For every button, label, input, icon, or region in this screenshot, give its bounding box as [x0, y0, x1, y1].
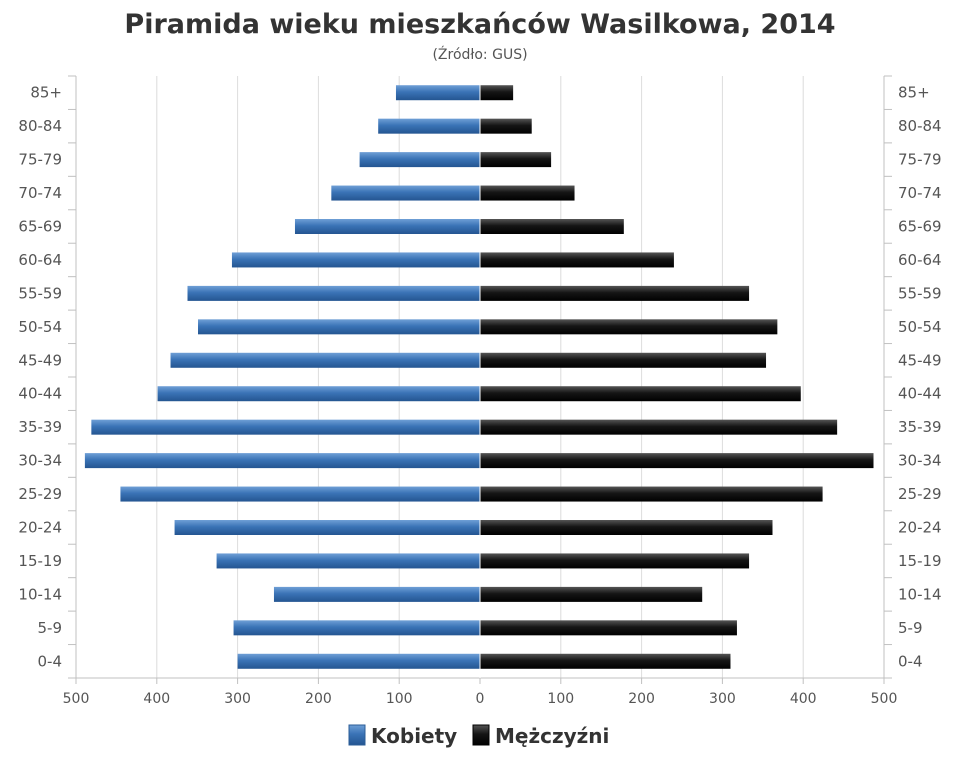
bar-mezczyzni-50-54[interactable]	[480, 319, 778, 335]
x-tick-label: 300	[224, 691, 251, 707]
y-label-left: 70-74	[18, 184, 62, 202]
y-label-left: 35-39	[18, 418, 62, 436]
y-label-left: 25-29	[18, 485, 62, 503]
bar-mezczyzni-85+[interactable]	[480, 85, 514, 101]
y-label-right: 30-34	[898, 452, 942, 470]
y-label-right: 85+	[898, 84, 930, 102]
x-tick-label: 500	[63, 691, 90, 707]
bar-mezczyzni-75-79[interactable]	[480, 152, 552, 168]
bar-kobiety-35-39[interactable]	[91, 419, 481, 435]
x-tick-label: 500	[871, 691, 898, 707]
y-label-left: 45-49	[18, 351, 62, 369]
y-label-right: 70-74	[898, 184, 942, 202]
bar-kobiety-45-49[interactable]	[170, 352, 480, 368]
bar-mezczyzni-55-59[interactable]	[480, 285, 750, 301]
y-label-right: 75-79	[898, 151, 942, 169]
y-label-right: 5-9	[898, 619, 923, 637]
y-label-right: 15-19	[898, 552, 942, 570]
y-label-right: 65-69	[898, 218, 942, 236]
bar-kobiety-60-64[interactable]	[231, 252, 480, 268]
y-label-right: 0-4	[898, 652, 923, 670]
legend-item-mezczyzni[interactable]: Mężczyźni	[472, 724, 609, 748]
legend-item-kobiety[interactable]: Kobiety	[348, 724, 457, 748]
bar-mezczyzni-60-64[interactable]	[480, 252, 674, 268]
x-tick-label: 400	[790, 691, 817, 707]
bar-kobiety-10-14[interactable]	[273, 586, 480, 602]
y-label-left: 40-44	[18, 385, 62, 403]
x-tick-label: 200	[305, 691, 332, 707]
bar-kobiety-85+[interactable]	[395, 85, 480, 101]
category-labels: 85+ 85+ 80-84 80-84 75-79 75-79 70-74 70-74 65-6…	[18, 84, 941, 671]
bar-kobiety-65-69[interactable]	[294, 219, 480, 234]
bar-mezczyzni-80-84[interactable]	[480, 118, 532, 134]
bar-mezczyzni-5-9[interactable]	[480, 620, 737, 636]
y-label-right: 80-84	[898, 117, 942, 135]
bars	[84, 76, 874, 678]
axes	[68, 75, 892, 679]
bar-mezczyzni-30-34[interactable]	[480, 453, 874, 469]
chart-subtitle: (Źródło: GUS)	[432, 45, 527, 63]
grid	[156, 76, 804, 678]
x-tick-label: 400	[143, 691, 170, 707]
legend-swatch-mezczyzni	[472, 724, 490, 746]
bar-kobiety-75-79[interactable]	[359, 152, 480, 168]
y-label-right: 40-44	[898, 385, 942, 403]
legend-label-mezczyzni: Mężczyźni	[495, 724, 609, 748]
bar-kobiety-5-9[interactable]	[233, 620, 480, 636]
bar-kobiety-0-4[interactable]	[237, 653, 480, 669]
y-label-left: 0-4	[38, 652, 63, 670]
bar-kobiety-50-54[interactable]	[198, 319, 480, 335]
y-label-right: 60-64	[898, 251, 942, 269]
x-tick-label: 100	[547, 691, 574, 707]
bar-mezczyzni-65-69[interactable]	[480, 219, 624, 234]
bar-kobiety-70-74[interactable]	[331, 185, 480, 201]
x-tick-label: 300	[709, 691, 736, 707]
y-label-left: 85+	[30, 84, 62, 102]
x-axis-ticks: 500 400 300 200 100 0 100 200 300 400 500	[63, 678, 898, 707]
y-label-left: 50-54	[18, 318, 62, 336]
y-label-right: 35-39	[898, 418, 942, 436]
bar-kobiety-40-44[interactable]	[157, 386, 480, 402]
y-label-left: 15-19	[18, 552, 62, 570]
bar-mezczyzni-15-19[interactable]	[480, 553, 750, 569]
bar-mezczyzni-35-39[interactable]	[480, 419, 838, 435]
bar-kobiety-25-29[interactable]	[120, 486, 480, 502]
y-label-right: 20-24	[898, 519, 942, 537]
y-label-left: 55-59	[18, 284, 62, 302]
y-label-left: 10-14	[18, 585, 62, 603]
bar-kobiety-80-84[interactable]	[378, 118, 480, 134]
y-label-left: 60-64	[18, 251, 62, 269]
chart-title: Piramida wieku mieszkańców Wasilkowa, 20…	[124, 9, 835, 40]
bar-kobiety-55-59[interactable]	[187, 285, 480, 301]
bar-mezczyzni-40-44[interactable]	[480, 386, 801, 402]
y-label-right: 10-14	[898, 585, 942, 603]
y-label-right: 25-29	[898, 485, 942, 503]
x-tick-label: 100	[386, 691, 413, 707]
bar-mezczyzni-10-14[interactable]	[480, 586, 703, 602]
y-label-left: 20-24	[18, 519, 62, 537]
legend[interactable]: Kobiety Mężczyźni	[348, 724, 609, 748]
y-label-left: 30-34	[18, 452, 62, 470]
y-label-left: 5-9	[38, 619, 63, 637]
bar-mezczyzni-25-29[interactable]	[480, 486, 823, 502]
y-label-left: 80-84	[18, 117, 62, 135]
y-label-right: 50-54	[898, 318, 942, 336]
bar-mezczyzni-20-24[interactable]	[480, 520, 773, 535]
bar-kobiety-30-34[interactable]	[84, 453, 480, 469]
bar-mezczyzni-70-74[interactable]	[480, 185, 575, 201]
y-label-right: 55-59	[898, 284, 942, 302]
y-label-right: 45-49	[898, 351, 942, 369]
bar-kobiety-15-19[interactable]	[216, 553, 481, 569]
bar-mezczyzni-0-4[interactable]	[480, 653, 731, 669]
y-label-left: 75-79	[18, 151, 62, 169]
bar-kobiety-20-24[interactable]	[174, 520, 481, 535]
x-tick-label: 0	[476, 691, 485, 707]
x-tick-label: 200	[628, 691, 655, 707]
legend-label-kobiety: Kobiety	[371, 724, 457, 748]
legend-swatch-kobiety	[348, 724, 366, 746]
y-label-left: 65-69	[18, 218, 62, 236]
bar-mezczyzni-45-49[interactable]	[480, 352, 767, 368]
